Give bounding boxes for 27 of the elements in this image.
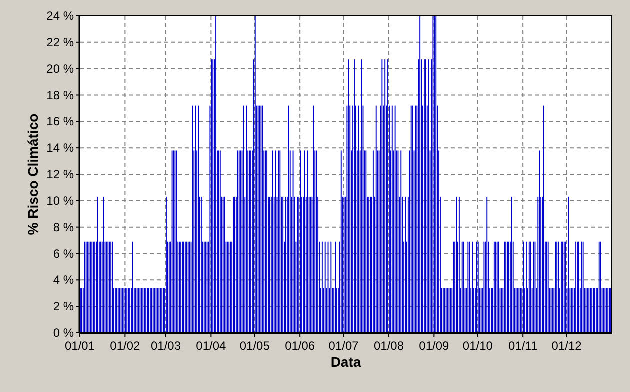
y-tick-label: 4 %	[53, 273, 74, 288]
y-tick-label: 24 %	[46, 9, 74, 23]
y-tick-label: 0 %	[53, 326, 74, 340]
y-tick-label: 16 %	[46, 114, 74, 129]
x-tick-label: 01/12	[552, 339, 582, 353]
x-tick-label: 01/09	[419, 339, 450, 353]
y-axis-title: % Risco Climático	[25, 114, 41, 236]
x-tick-label: 01/03	[150, 339, 182, 353]
x-tick-label: 01/11	[508, 339, 538, 353]
y-tick-label: 20 %	[46, 62, 74, 76]
x-tick-label: 01/02	[110, 339, 141, 353]
y-tick-label: 8 %	[53, 220, 74, 234]
x-tick-label: 01/05	[240, 339, 270, 353]
x-tick-label: 01/07	[328, 339, 360, 353]
x-axis-title: Data	[330, 354, 362, 370]
x-tick-label: 01/10	[462, 339, 494, 353]
x-tick-label: 01/08	[374, 339, 404, 353]
y-tick-label: 10 %	[46, 194, 74, 208]
y-tick-label: 18 %	[46, 88, 74, 102]
x-tick-label: 01/01	[64, 339, 96, 353]
y-tick-label: 6 %	[53, 246, 74, 261]
x-tick-label: 01/04	[196, 339, 227, 353]
y-tick-label: 12 %	[46, 168, 74, 182]
y-tick-label: 22 %	[46, 35, 74, 50]
y-tick-label: 14 %	[46, 141, 74, 156]
y-tick-label: 2 %	[53, 300, 74, 314]
x-tick-label: 01/06	[285, 339, 316, 353]
